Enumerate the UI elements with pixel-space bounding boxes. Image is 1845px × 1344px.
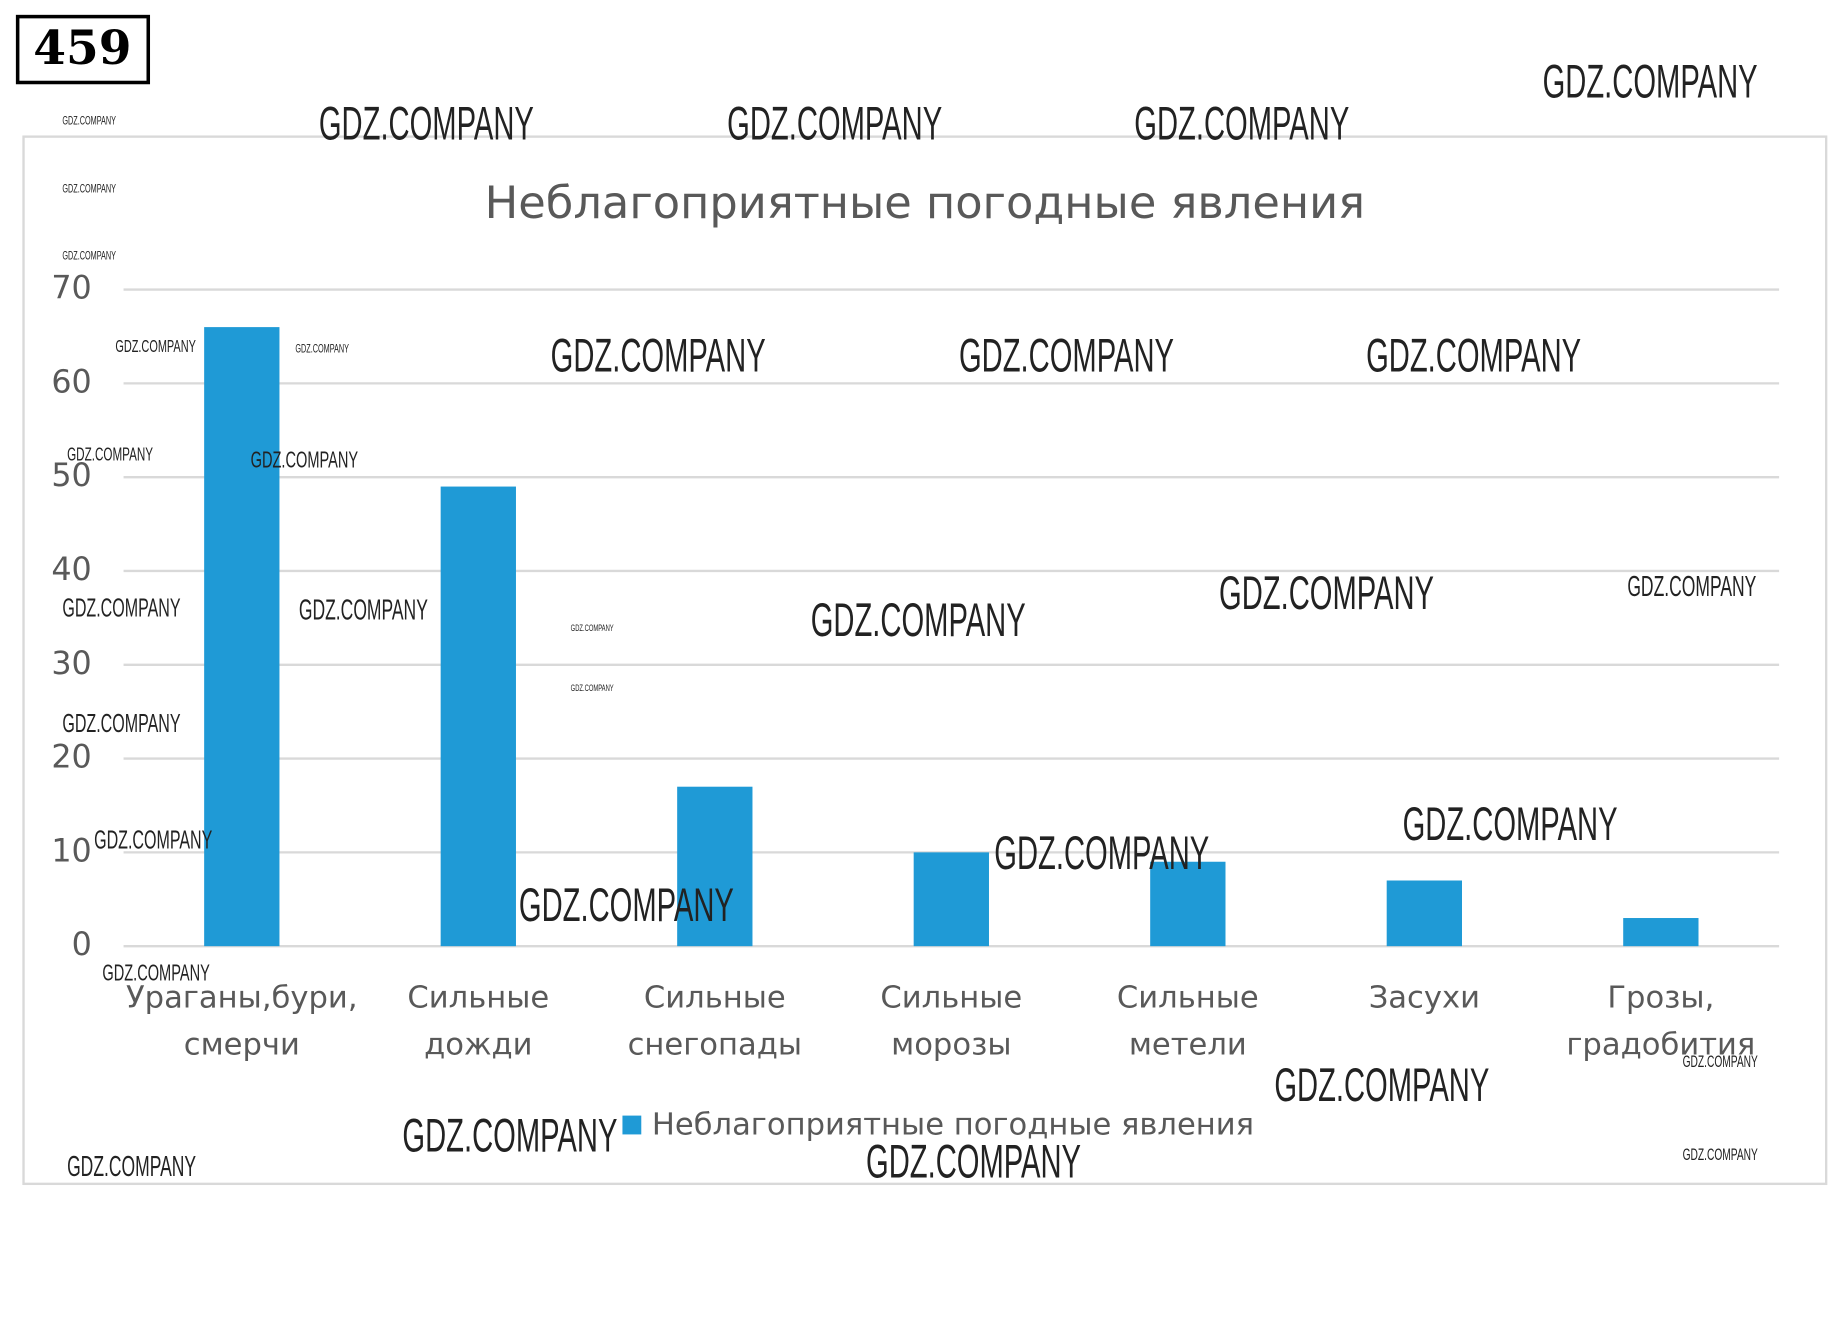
watermark: GDZ.COMPANY <box>571 683 615 694</box>
legend-label: Неблагоприятные погодные явления <box>652 1108 1254 1143</box>
watermark: GDZ.COMPANY <box>866 1137 1081 1189</box>
watermark: GDZ.COMPANY <box>1366 331 1581 383</box>
x-tick-label: Сильные снегопады <box>627 980 803 1063</box>
watermark: GDZ.COMPANY <box>811 595 1026 647</box>
watermark: GDZ.COMPANY <box>62 250 116 263</box>
watermark: GDZ.COMPANY <box>1683 1053 1758 1071</box>
watermark: GDZ.COMPANY <box>994 828 1209 880</box>
y-tick-label: 10 <box>51 833 91 869</box>
watermark: GDZ.COMPANY <box>1543 56 1758 108</box>
number-box <box>15 14 151 85</box>
watermark: GDZ.COMPANY <box>571 623 615 634</box>
x-tick-label: Сильные метели <box>1116 980 1259 1063</box>
y-tick-label: 50 <box>51 458 91 494</box>
watermark: GDZ.COMPANY <box>727 99 942 151</box>
bar <box>1623 918 1699 947</box>
x-tick-label-box: Сильные метели <box>1116 980 1259 1063</box>
watermark: GDZ.COMPANY <box>67 445 153 465</box>
watermark: GDZ.COMPANY <box>1683 1146 1758 1164</box>
watermark: GDZ.COMPANY <box>62 183 116 196</box>
x-tick-label-box: Ураганы,бури, смерчи <box>126 980 358 1063</box>
watermark: GDZ.COMPANY <box>402 1111 617 1163</box>
bar <box>1150 861 1226 947</box>
watermark: GDZ.COMPANY <box>62 115 116 128</box>
watermark: GDZ.COMPANY <box>1134 99 1349 151</box>
y-tick-label: 30 <box>51 646 91 682</box>
chart-title: Неблагоприятные погодные явления <box>485 176 1365 229</box>
x-tick-label: Сильные дожди <box>407 980 550 1063</box>
chart-frame <box>22 135 1828 1186</box>
bar <box>440 486 516 947</box>
x-tick-label: Сильные морозы <box>880 980 1023 1063</box>
task-number: 459 <box>33 21 131 76</box>
x-tick-label-box: Сильные дожди <box>407 980 550 1063</box>
watermark: GDZ.COMPANY <box>251 447 358 473</box>
watermark: GDZ.COMPANY <box>1627 571 1756 602</box>
watermark: GDZ.COMPANY <box>319 99 534 151</box>
legend-swatch <box>622 1115 642 1135</box>
watermark: GDZ.COMPANY <box>102 960 209 986</box>
watermark: GDZ.COMPANY <box>295 343 349 356</box>
watermark: GDZ.COMPANY <box>299 594 428 625</box>
y-tick-label: 0 <box>72 927 92 963</box>
watermark: GDZ.COMPANY <box>959 331 1174 383</box>
x-tick-label-box: Засухи <box>1368 980 1480 1016</box>
bar <box>1386 880 1462 947</box>
x-tick-label: Засухи <box>1368 980 1480 1016</box>
bar <box>913 852 989 947</box>
watermark: GDZ.COMPANY <box>62 594 180 623</box>
y-tick-label: 20 <box>51 740 91 776</box>
watermark: GDZ.COMPANY <box>94 825 212 854</box>
watermark: GDZ.COMPANY <box>1403 799 1618 851</box>
x-tick-label-box: Сильные морозы <box>880 980 1023 1063</box>
bar <box>677 786 753 947</box>
watermark: GDZ.COMPANY <box>1219 568 1434 620</box>
watermark: GDZ.COMPANY <box>551 331 766 383</box>
watermark: GDZ.COMPANY <box>115 337 196 356</box>
y-tick-label: 40 <box>51 552 91 588</box>
bar <box>204 327 280 947</box>
watermark: GDZ.COMPANY <box>67 1151 196 1182</box>
x-tick-label-box: Грозы, градобития <box>1566 980 1756 1063</box>
y-tick-label: 70 <box>51 271 91 307</box>
x-tick-label: Грозы, градобития <box>1566 980 1756 1063</box>
y-tick-label: 60 <box>51 364 91 400</box>
watermark: GDZ.COMPANY <box>1274 1060 1489 1112</box>
watermark: GDZ.COMPANY <box>519 880 734 932</box>
watermark: GDZ.COMPANY <box>62 709 180 738</box>
x-tick-label-box: Сильные снегопады <box>627 980 803 1063</box>
x-tick-label: Ураганы,бури, смерчи <box>126 980 358 1063</box>
